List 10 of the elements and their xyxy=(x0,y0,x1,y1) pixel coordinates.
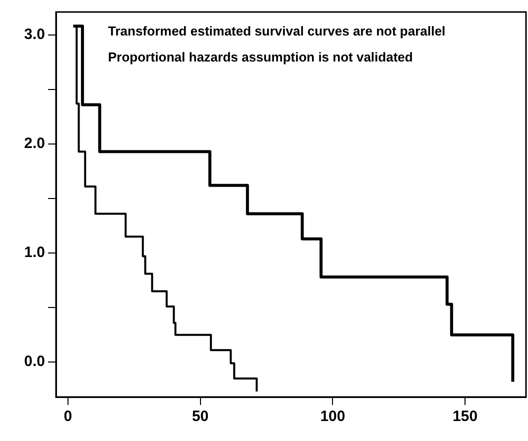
y-tick-label: 1.0 xyxy=(24,244,45,262)
x-tick-label: 150 xyxy=(452,408,478,426)
x-tick-label: 0 xyxy=(64,408,72,426)
y-tick-label: 0.0 xyxy=(24,353,45,370)
y-tick-label: 3.0 xyxy=(24,26,45,44)
annotation: Transformed estimated survival curves are not parallel xyxy=(108,24,446,39)
y-tick-label: 2.0 xyxy=(24,135,45,152)
x-tick-label: 50 xyxy=(192,408,209,426)
x-tick-label: 100 xyxy=(320,408,346,426)
annotation: Proportional hazards assumption is not validated xyxy=(108,50,413,65)
